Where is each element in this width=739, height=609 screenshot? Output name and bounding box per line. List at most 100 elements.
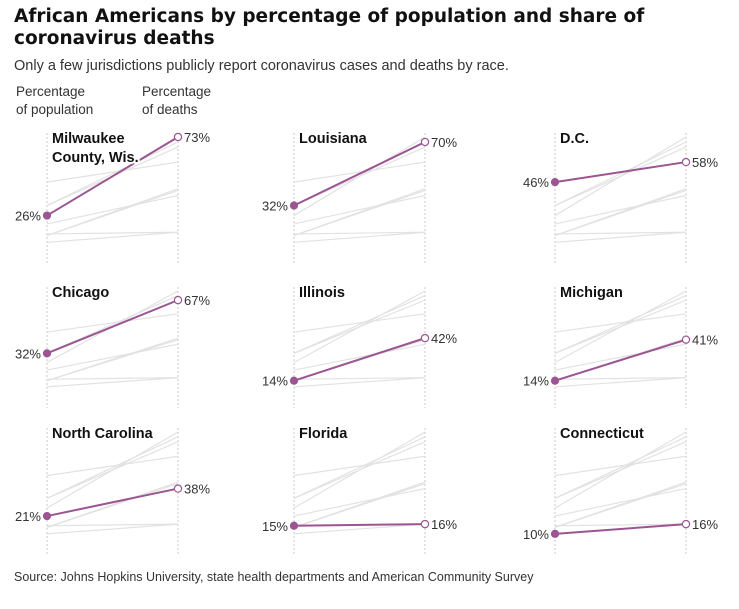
label-population-florida: 15% (262, 519, 288, 534)
point-deaths-chicago (173, 295, 183, 305)
label-population-louisiana: 32% (262, 199, 288, 214)
panel-florida: 15% 16% Florida (262, 424, 457, 556)
context-line-north-carolina (554, 487, 687, 517)
slope-line-connecticut (554, 523, 687, 535)
label-population-illinois: 14% (262, 374, 288, 389)
point-deaths-florida (420, 519, 430, 529)
label-deaths-milwaukee-county-wis: 73% (184, 130, 210, 145)
point-deaths-d-c (681, 157, 691, 167)
context-line-florida (46, 523, 179, 527)
context-line-north-carolina (293, 487, 426, 517)
context-line-louisiana (46, 141, 179, 207)
slope-line-florida (293, 523, 426, 527)
point-population-d-c (550, 178, 560, 187)
context-line-north-carolina (46, 194, 179, 225)
panel-milwaukee-county-wis: 26% 73% Milwaukee County, Wis. (15, 129, 210, 265)
context-line-north-carolina (293, 194, 426, 225)
context-line-north-carolina (46, 343, 179, 371)
label-population-michigan: 14% (523, 374, 549, 389)
point-deaths-milwaukee-county-wis (173, 132, 183, 142)
context-line-d-c (293, 313, 426, 333)
panel-d-c: 46% 58% D.C. (523, 129, 718, 265)
context-line-michigan (293, 483, 426, 528)
column-label-population: Percentage of population (16, 83, 93, 119)
label-population-d-c: 46% (523, 175, 549, 190)
panel-title-connecticut-1: Connecticut (560, 426, 644, 442)
context-line-michigan (46, 189, 179, 237)
context-line-louisiana (46, 436, 179, 499)
context-line-louisiana (554, 295, 687, 354)
slope-line-d-c (554, 161, 687, 184)
label-deaths-chicago: 67% (184, 293, 210, 308)
context-line-connecticut (46, 523, 179, 535)
context-line-chicago (293, 299, 426, 354)
panel-title-chicago-1: Chicago (52, 285, 109, 301)
context-line-d-c (46, 313, 179, 333)
panel-title-florida-1: Florida (299, 426, 348, 442)
context-line-florida (293, 231, 426, 235)
column-label-population-line-2: of population (16, 102, 94, 117)
panel-louisiana: 32% 70% Louisiana (262, 129, 457, 265)
context-line-d-c (554, 313, 687, 333)
point-population-illinois (289, 376, 299, 385)
slope-line-louisiana (293, 141, 426, 207)
context-line-north-carolina (554, 343, 687, 371)
context-line-florida (46, 231, 179, 235)
context-line-connecticut (554, 377, 687, 388)
context-line-chicago (46, 441, 179, 499)
context-line-florida (293, 377, 426, 380)
panel-title-milwaukee-county-wis-2: County, Wis. (52, 150, 139, 166)
context-line-chicago (554, 146, 687, 207)
context-line-connecticut (46, 377, 179, 388)
panel-illinois: 14% 42% Illinois (262, 283, 457, 408)
context-line-michigan (46, 483, 179, 528)
context-line-d-c (293, 161, 426, 183)
point-deaths-north-carolina (173, 484, 183, 493)
context-line-connecticut (554, 231, 687, 243)
slope-line-chicago (46, 299, 179, 355)
context-line-connecticut (293, 523, 426, 535)
point-deaths-connecticut (681, 519, 691, 529)
panel-connecticut: 10% 16% Connecticut (523, 424, 718, 556)
point-deaths-louisiana (420, 137, 430, 147)
panel-chicago: 32% 67% Chicago (15, 283, 210, 408)
context-line-louisiana (554, 436, 687, 499)
chart-title: African Americans by percentage of popul… (14, 6, 645, 49)
chart-subtitle: Only a few jurisdictions publicly report… (14, 58, 509, 74)
slope-line-illinois (293, 337, 426, 382)
column-label-deaths-line-1: Percentage (142, 84, 212, 99)
context-line-florida (554, 523, 687, 527)
point-population-louisiana (289, 201, 299, 210)
context-line-florida (554, 377, 687, 380)
label-deaths-louisiana: 70% (431, 135, 457, 150)
panel-title-illinois-1: Illinois (299, 285, 345, 301)
panel-title-michigan-1: Michigan (560, 285, 623, 301)
slope-line-milwaukee-county-wis (46, 136, 179, 217)
point-population-chicago (42, 349, 52, 358)
context-line-louisiana (293, 436, 426, 499)
context-line-michigan (293, 189, 426, 237)
column-label-deaths: Percentage of deaths (142, 83, 211, 119)
point-population-connecticut (550, 529, 560, 538)
context-line-north-carolina (293, 343, 426, 371)
context-line-north-carolina (554, 194, 687, 225)
label-population-chicago: 32% (15, 346, 41, 361)
context-line-connecticut (293, 377, 426, 388)
label-deaths-florida: 16% (431, 517, 457, 532)
point-deaths-michigan (681, 335, 691, 344)
context-line-louisiana (554, 141, 687, 207)
point-deaths-illinois (420, 333, 430, 343)
context-line-florida (46, 377, 179, 380)
panel-title-d-c-1: D.C. (560, 131, 589, 147)
label-deaths-illinois: 42% (431, 331, 457, 346)
slope-line-north-carolina (46, 487, 179, 518)
context-line-chicago (554, 441, 687, 499)
panel-title-north-carolina-1: North Carolina (52, 426, 154, 442)
context-line-michigan (554, 189, 687, 237)
panel-title-louisiana-1: Louisiana (299, 131, 368, 147)
context-line-d-c (46, 455, 179, 477)
column-label-population-line-1: Percentage (16, 84, 86, 99)
source-note: Source: Johns Hopkins University, state … (14, 570, 534, 584)
point-population-milwaukee-county-wis (42, 211, 52, 220)
